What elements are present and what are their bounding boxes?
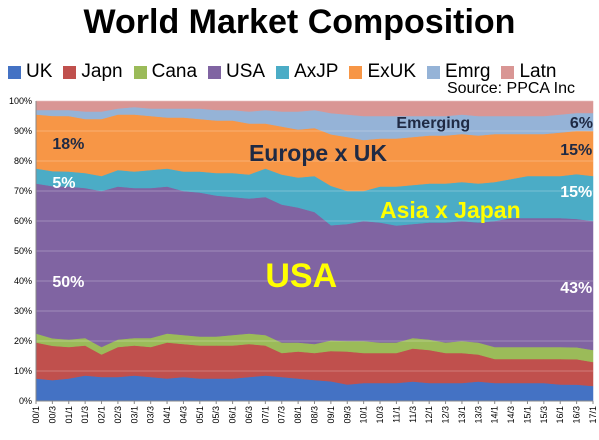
legend-entry-uk: UK — [8, 61, 52, 83]
x-tick-label: 05/1 — [195, 406, 205, 424]
x-tick-label: 06/1 — [228, 406, 238, 424]
legend-entry-japn: Japn — [63, 61, 123, 83]
x-tick-label: 07/1 — [260, 406, 270, 424]
legend-label: Latn — [519, 61, 557, 82]
x-tick-label: 17/1 — [588, 406, 598, 424]
legend-swatch — [208, 65, 222, 79]
x-tick-label: 02/3 — [113, 406, 123, 424]
x-tick-label: 14/1 — [490, 406, 500, 424]
legend-entry-usa: USA — [208, 61, 265, 83]
x-tick-label: 13/1 — [457, 406, 467, 424]
x-tick-label: 04/1 — [162, 406, 172, 424]
legend-entry-emrg: Emrg — [427, 61, 490, 83]
y-tick-label: 0% — [19, 396, 32, 406]
annotation-label: 43% — [560, 280, 592, 297]
annotation-label: 15% — [560, 184, 592, 201]
annotation-label: Emerging — [396, 115, 470, 132]
x-tick-label: 03/1 — [129, 406, 139, 424]
annotation-label: 50% — [52, 274, 84, 291]
y-tick-label: 100% — [9, 96, 32, 106]
annotation-label: 18% — [52, 136, 84, 153]
x-tick-label: 03/3 — [146, 406, 156, 424]
legend-label: Emrg — [445, 61, 491, 82]
legend-label: Japn — [81, 61, 123, 82]
legend-swatch — [501, 65, 515, 79]
y-tick-label: 20% — [14, 336, 32, 346]
legend-entry-latn: Latn — [501, 61, 556, 83]
x-tick-label: 14/3 — [506, 406, 516, 424]
annotation-label: 5% — [52, 175, 75, 192]
legend-swatch — [8, 65, 21, 79]
y-tick-label: 30% — [14, 306, 32, 316]
x-tick-label: 15/1 — [522, 406, 532, 424]
annotation-label: USA — [265, 257, 337, 295]
x-tick-label: 05/3 — [211, 406, 221, 424]
y-tick-label: 70% — [14, 186, 32, 196]
annotation-label: 6% — [570, 115, 593, 132]
x-tick-label: 10/1 — [359, 406, 369, 424]
annotation-label: 15% — [560, 142, 592, 159]
annotation-label: Asia x Japan — [380, 197, 521, 223]
legend-label: Cana — [151, 61, 198, 82]
legend-label: AxJP — [294, 61, 339, 82]
x-tick-label: 12/1 — [424, 406, 434, 424]
source-note: Source: PPCA Inc — [446, 80, 575, 97]
x-tick-label: 15/3 — [539, 406, 549, 424]
legend-swatch — [276, 65, 290, 79]
x-tick-label: 04/3 — [178, 406, 188, 424]
y-tick-label: 60% — [14, 216, 32, 226]
x-tick-label: 09/3 — [342, 406, 352, 424]
area-latn — [35, 100, 594, 117]
x-tick-label: 11/1 — [391, 406, 401, 423]
x-tick-label: 09/1 — [326, 406, 336, 424]
legend-entry-cana: Cana — [133, 61, 198, 83]
x-tick-label: 07/3 — [277, 406, 287, 424]
legend-swatch — [133, 65, 147, 79]
y-tick-label: 90% — [14, 126, 32, 136]
legend-entry-axjp: AxJP — [276, 61, 338, 83]
x-tick-label: 01/1 — [64, 406, 74, 424]
x-tick-label: 02/1 — [97, 406, 107, 424]
chart-title: World Market Composition — [83, 3, 516, 41]
legend-entry-exuk: ExUK — [349, 61, 416, 83]
x-tick-label: 16/3 — [572, 406, 582, 424]
x-tick-label: 08/3 — [310, 406, 320, 424]
y-tick-label: 50% — [14, 246, 32, 256]
y-tick-label: 40% — [14, 276, 32, 286]
y-tick-label: 10% — [14, 366, 32, 376]
legend-swatch — [427, 65, 441, 79]
x-tick-label: 11/3 — [408, 406, 418, 423]
legend-swatch — [349, 65, 363, 79]
legend-label: ExUK — [367, 61, 417, 82]
x-tick-label: 08/1 — [293, 406, 303, 424]
x-tick-label: 00/3 — [47, 406, 57, 424]
legend-label: UK — [26, 61, 53, 82]
x-tick-label: 01/3 — [80, 406, 90, 424]
legend-swatch — [63, 65, 77, 79]
x-tick-label: 12/3 — [441, 406, 451, 424]
x-tick-label: 13/3 — [473, 406, 483, 424]
legend-label: USA — [226, 61, 266, 82]
x-tick-label: 16/1 — [555, 406, 565, 424]
y-tick-label: 80% — [14, 156, 32, 166]
x-tick-label: 00/1 — [31, 406, 41, 424]
x-tick-label: 06/3 — [244, 406, 254, 424]
area-layers — [35, 100, 594, 402]
legend: UK Japn Cana USA AxJP ExUK Emrg Latn — [8, 61, 567, 83]
annotation-label: Europe x UK — [249, 140, 387, 166]
x-tick-label: 10/3 — [375, 406, 385, 424]
